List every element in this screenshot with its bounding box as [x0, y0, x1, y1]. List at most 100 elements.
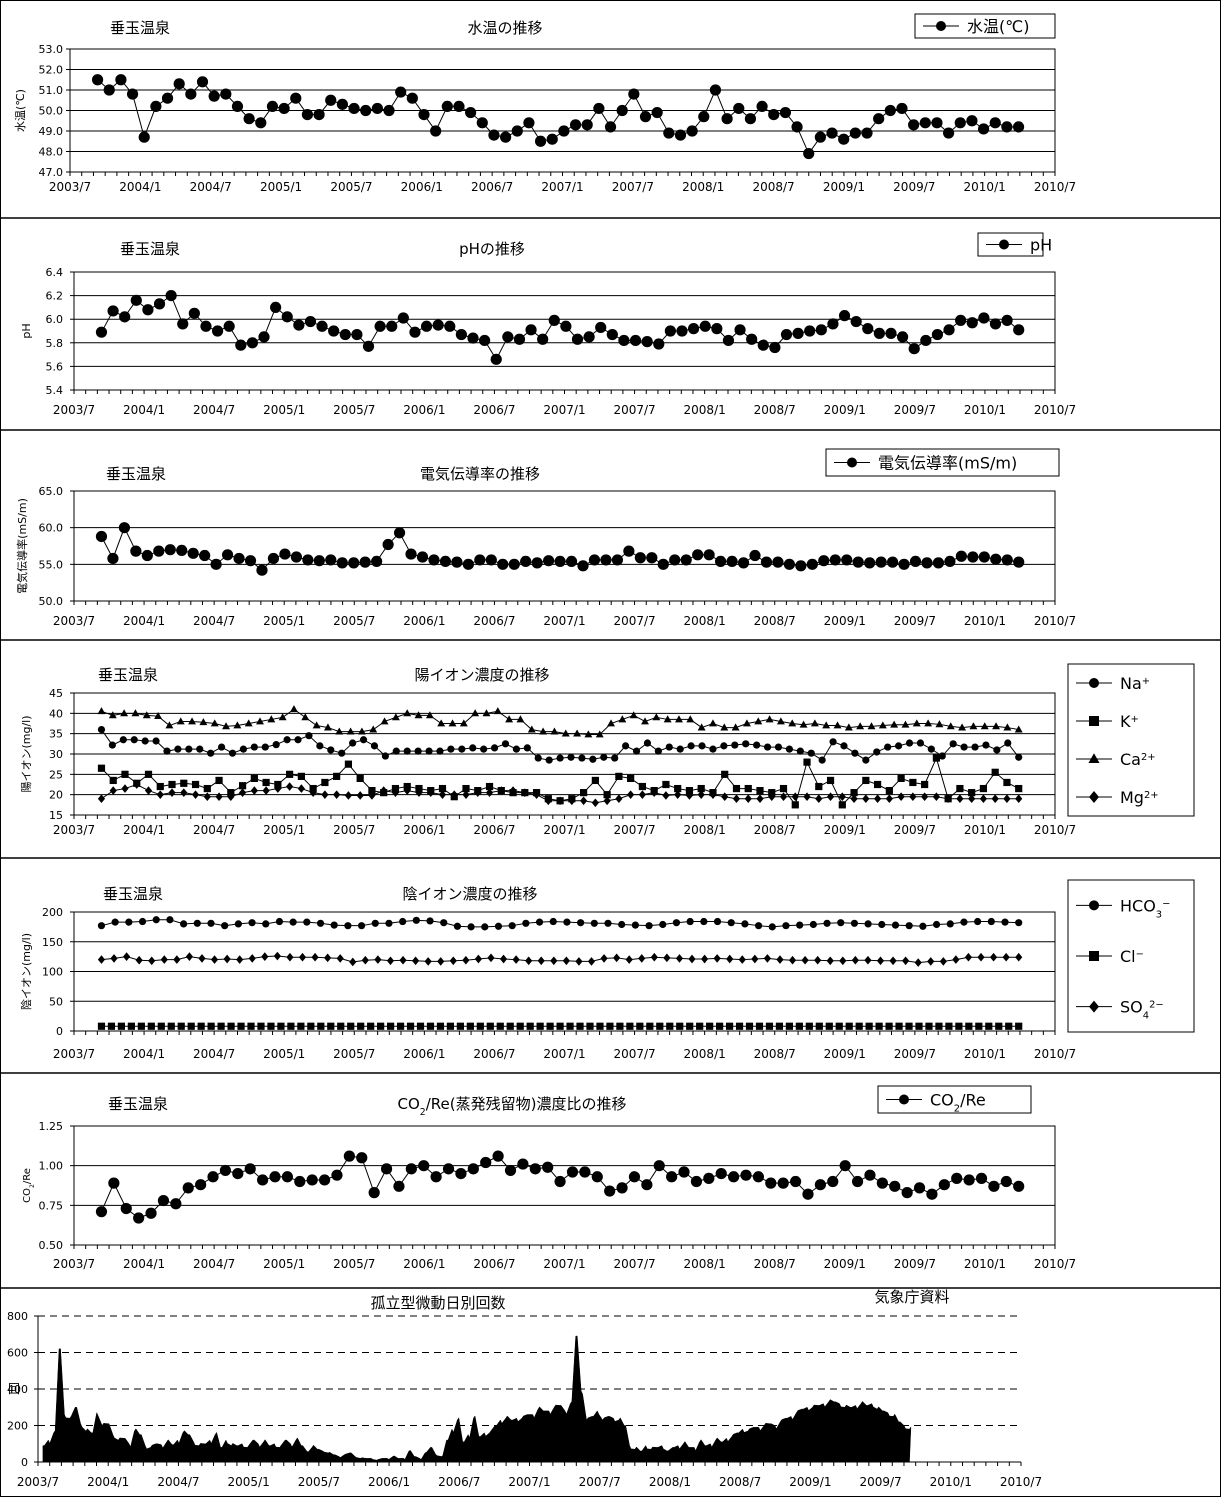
data-point — [176, 717, 185, 725]
data-point — [905, 922, 913, 930]
data-point — [873, 113, 885, 125]
data-point — [469, 744, 477, 752]
x-tick-label: 2008/1 — [684, 1257, 726, 1271]
data-point — [97, 955, 106, 964]
legend-marker — [936, 21, 946, 31]
data-point — [371, 102, 383, 115]
data-point — [886, 556, 899, 568]
data-point — [148, 956, 156, 966]
data-point — [690, 1175, 703, 1188]
x-tick-label: 2003/7 — [53, 1047, 95, 1061]
data-point — [397, 312, 409, 324]
data-point — [103, 84, 115, 96]
data-point — [765, 1177, 777, 1189]
data-point — [672, 919, 681, 927]
data-point — [864, 557, 876, 569]
data-point — [438, 784, 447, 793]
data-point — [1003, 794, 1011, 804]
data-point — [208, 90, 220, 102]
data-point — [383, 104, 395, 117]
data-point — [955, 550, 967, 562]
data-point — [508, 922, 516, 930]
x-tick-label: 2010/1 — [964, 1047, 1006, 1061]
data-point — [697, 784, 705, 793]
data-point — [516, 1022, 524, 1030]
data-point — [348, 557, 360, 569]
data-point — [742, 719, 751, 727]
data-point — [1002, 952, 1010, 962]
data-point — [395, 86, 407, 98]
y-tick-label: 53.0 — [39, 43, 64, 56]
data-point — [306, 1174, 318, 1186]
data-point — [336, 98, 348, 110]
x-tick-label: 2006/1 — [368, 1475, 410, 1489]
data-point — [688, 954, 696, 964]
data-point — [839, 1160, 851, 1172]
data-point — [732, 784, 741, 793]
data-point — [580, 789, 588, 797]
data-point — [217, 743, 226, 751]
data-point — [809, 920, 817, 929]
data-point — [945, 1022, 953, 1030]
data-point — [919, 922, 927, 930]
data-point — [237, 1022, 245, 1030]
data-point — [386, 1022, 395, 1030]
data-point — [603, 796, 611, 806]
data-point — [386, 956, 395, 966]
data-point — [628, 88, 640, 100]
x-tick-label: 2006/7 — [473, 1257, 515, 1271]
data-point — [95, 530, 108, 543]
data-point — [534, 754, 542, 762]
data-point — [616, 1182, 628, 1194]
data-point — [638, 782, 647, 791]
data-point — [878, 920, 886, 929]
data-point — [579, 1166, 591, 1178]
data-point — [191, 780, 200, 789]
data-point — [437, 719, 446, 727]
data-point — [864, 1169, 876, 1181]
data-point — [685, 791, 694, 800]
data-point — [757, 339, 769, 351]
x-tick-label: 2009/7 — [859, 1475, 901, 1489]
x-tick-label: 2009/1 — [824, 1047, 866, 1061]
data-point — [480, 745, 488, 753]
data-point — [954, 117, 966, 129]
data-point — [815, 1022, 823, 1030]
data-point — [699, 320, 711, 332]
data-point — [196, 745, 204, 753]
data-point — [327, 1022, 335, 1030]
data-point — [539, 727, 548, 735]
x-tick-label: 2004/1 — [123, 823, 165, 837]
data-point — [474, 554, 486, 566]
data-point — [344, 760, 353, 768]
data-point — [1001, 918, 1009, 926]
data-point — [606, 1022, 614, 1030]
data-point — [504, 1164, 517, 1177]
data-point — [641, 336, 653, 348]
data-point — [657, 558, 669, 570]
data-point — [381, 752, 389, 760]
data-point — [309, 788, 317, 797]
data-point — [534, 135, 547, 147]
data-point — [108, 741, 116, 749]
x-tick-label: 2008/1 — [649, 1475, 691, 1489]
data-point — [744, 784, 752, 793]
x-tick-label: 2005/7 — [333, 614, 375, 628]
x-tick-label: 2004/1 — [123, 1047, 165, 1061]
data-point — [627, 774, 635, 782]
data-point — [827, 318, 839, 330]
data-point — [927, 957, 935, 966]
data-point — [897, 774, 905, 782]
data-point — [867, 722, 876, 730]
data-point — [336, 557, 348, 569]
data-point — [211, 325, 224, 337]
data-point — [511, 125, 523, 137]
data-point — [316, 320, 328, 332]
data-point — [556, 1022, 564, 1030]
data-point — [195, 1179, 207, 1191]
data-point — [302, 554, 314, 566]
x-tick-label: 2010/7 — [1034, 823, 1076, 837]
x-tick-label: 2007/1 — [543, 823, 585, 837]
data-point — [720, 742, 728, 750]
data-point — [327, 746, 335, 754]
